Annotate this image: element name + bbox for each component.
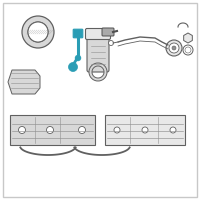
Wedge shape <box>22 16 54 48</box>
Circle shape <box>169 43 179 53</box>
FancyBboxPatch shape <box>87 36 109 72</box>
FancyBboxPatch shape <box>73 29 83 38</box>
Circle shape <box>170 127 176 133</box>
FancyBboxPatch shape <box>3 3 197 197</box>
Circle shape <box>114 127 120 133</box>
Circle shape <box>28 22 48 42</box>
Circle shape <box>18 127 26 134</box>
Polygon shape <box>105 115 185 145</box>
Circle shape <box>75 55 81 61</box>
Circle shape <box>46 127 54 134</box>
Circle shape <box>108 40 114 46</box>
Circle shape <box>183 45 193 55</box>
Circle shape <box>185 47 191 53</box>
Polygon shape <box>184 33 192 43</box>
Circle shape <box>142 127 148 133</box>
Polygon shape <box>8 70 40 94</box>
Circle shape <box>172 46 176 50</box>
Circle shape <box>78 127 86 134</box>
FancyBboxPatch shape <box>102 28 114 36</box>
Circle shape <box>68 62 78 72</box>
Wedge shape <box>89 63 107 81</box>
Polygon shape <box>10 115 95 145</box>
Circle shape <box>166 40 182 56</box>
FancyBboxPatch shape <box>86 28 110 40</box>
